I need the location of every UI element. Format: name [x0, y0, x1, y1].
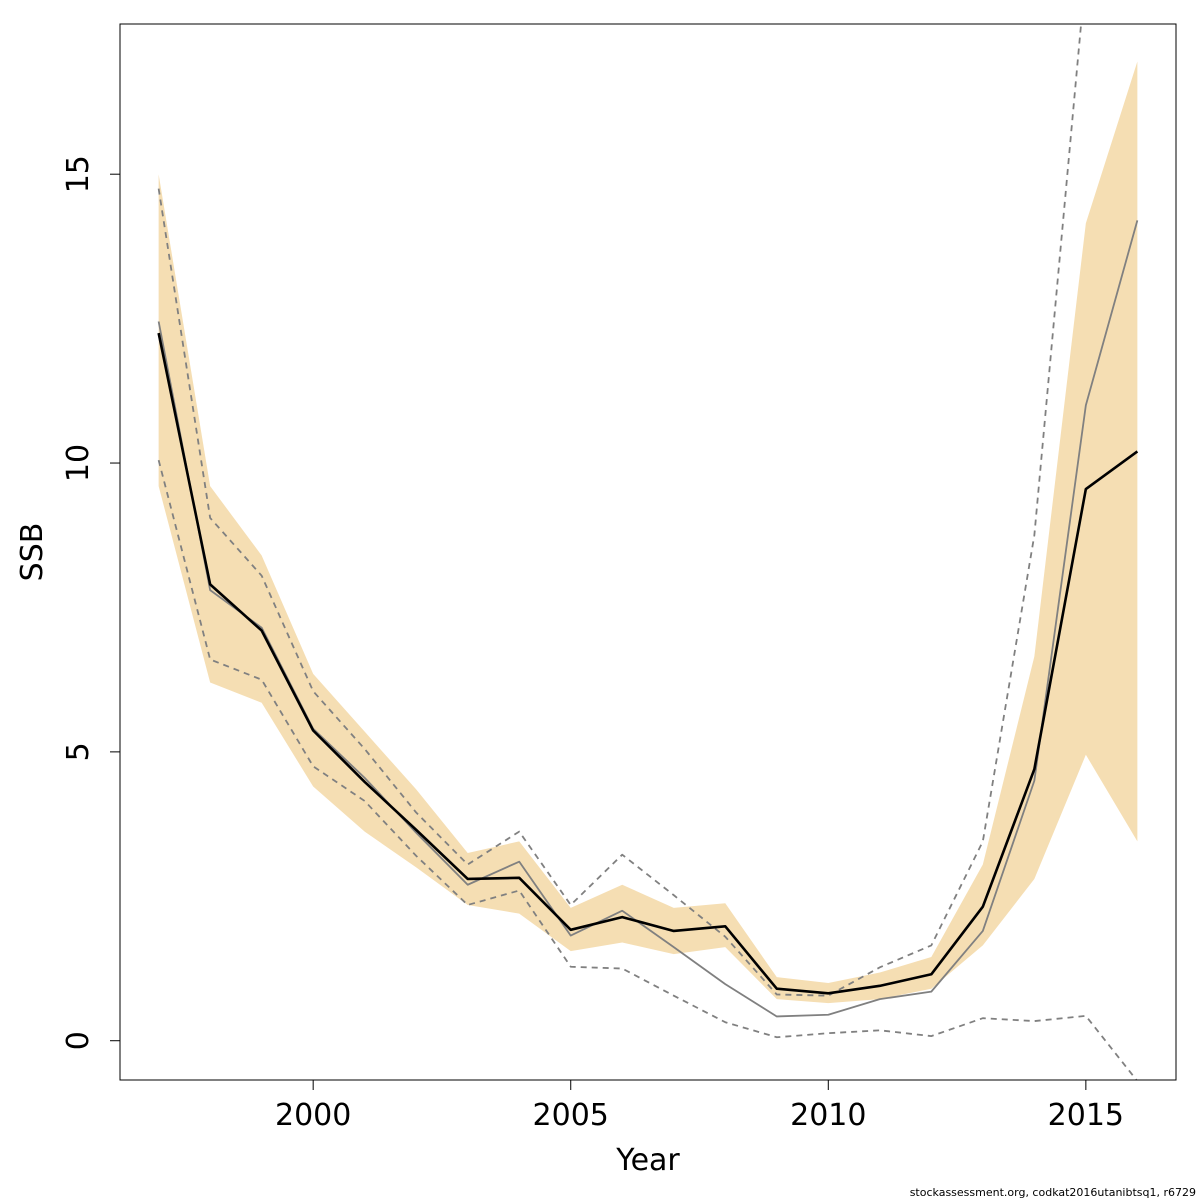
- x-axis-title: Year: [615, 1143, 680, 1178]
- confidence-band-layer: [158, 61, 1138, 1004]
- y-tick-label-10: 10: [61, 444, 96, 482]
- axes-layer: 2000 2005 2010 2015 0 5 10 15: [61, 155, 1124, 1133]
- footer-note: stockassessment.org, codkat2016utanibtsq…: [910, 1186, 1196, 1199]
- estimate-line: [157, 332, 1139, 995]
- plot-frame: [119, 23, 1177, 1081]
- confidence-band: [158, 61, 1138, 1004]
- y-tick-label-5: 5: [61, 742, 96, 761]
- y-tick-label-0: 0: [61, 1031, 96, 1050]
- x-tick-label-2005: 2005: [533, 1098, 609, 1133]
- comparison-estimate-line: [157, 220, 1139, 1018]
- comparison-lower-line: [157, 459, 1138, 1080]
- x-tick-label-2000: 2000: [275, 1098, 351, 1133]
- y-tick-label-15: 15: [61, 155, 96, 193]
- x-tick-label-2015: 2015: [1048, 1098, 1124, 1133]
- series-lines-layer: [157, 24, 1139, 1080]
- y-axis-title: SSB: [15, 523, 50, 582]
- comparison-upper-line: [157, 24, 1083, 997]
- x-tick-label-2010: 2010: [790, 1098, 866, 1133]
